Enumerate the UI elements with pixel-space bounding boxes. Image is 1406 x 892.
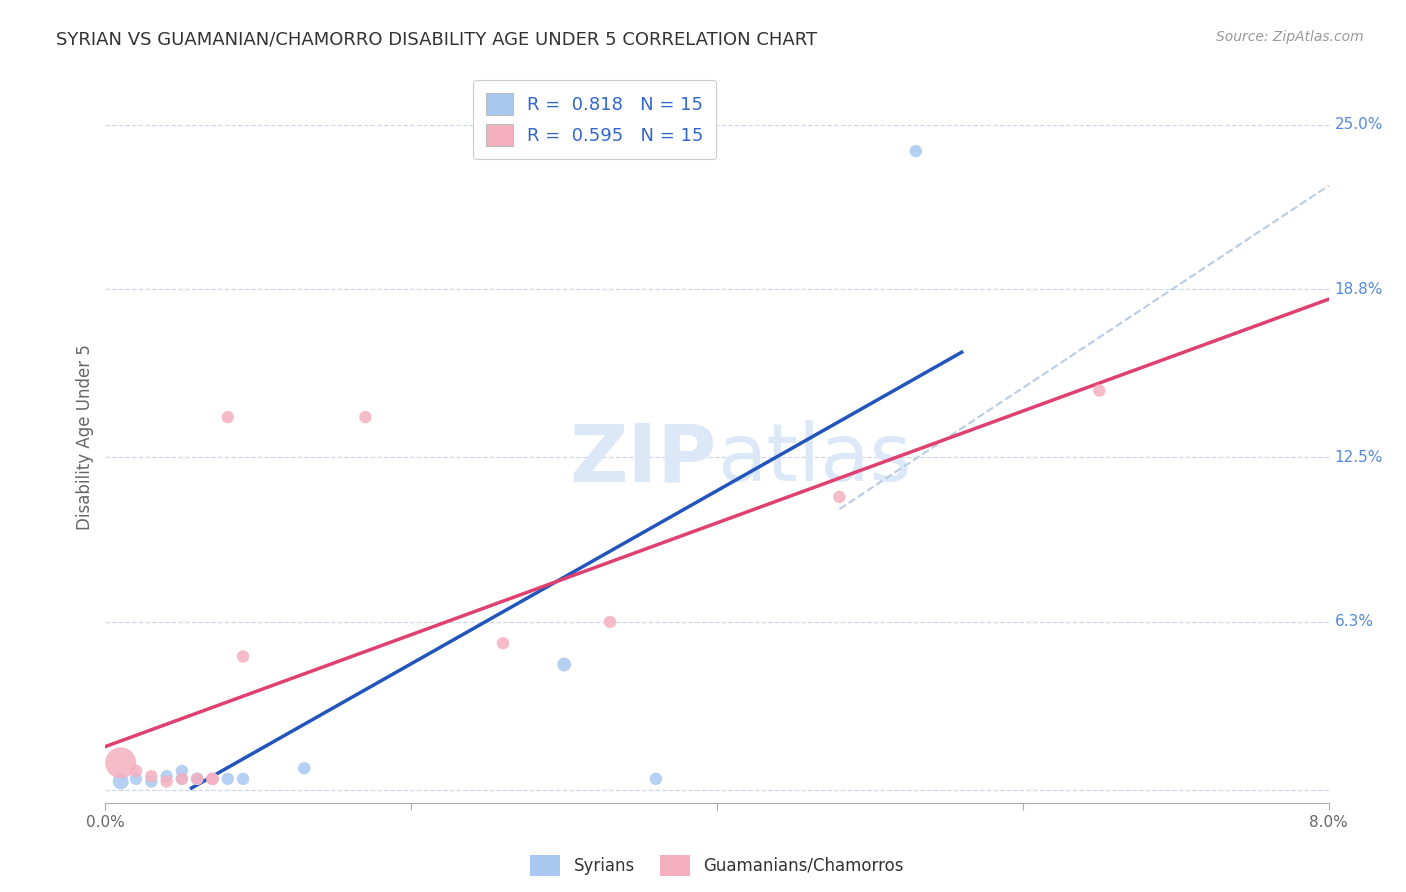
Point	[186, 772, 208, 786]
Point	[170, 772, 193, 786]
Y-axis label: Disability Age Under 5: Disability Age Under 5	[76, 344, 94, 530]
Point	[201, 772, 224, 786]
Point	[553, 657, 575, 672]
Point	[201, 772, 224, 786]
Point	[828, 490, 851, 504]
Text: 12.5%: 12.5%	[1334, 450, 1384, 465]
Text: ZIP: ZIP	[569, 420, 717, 498]
Point	[186, 772, 208, 786]
Text: Source: ZipAtlas.com: Source: ZipAtlas.com	[1216, 30, 1364, 45]
Point	[155, 769, 177, 783]
Text: atlas: atlas	[717, 420, 911, 498]
Point	[170, 772, 193, 786]
Point	[904, 144, 927, 158]
Text: 25.0%: 25.0%	[1334, 117, 1384, 132]
Point	[1088, 384, 1111, 398]
Text: 18.8%: 18.8%	[1334, 282, 1384, 297]
Point	[141, 769, 163, 783]
Point	[141, 774, 163, 789]
Point	[125, 772, 148, 786]
Point	[292, 761, 315, 775]
Text: 6.3%: 6.3%	[1334, 615, 1374, 630]
Point	[125, 764, 148, 778]
Point	[186, 772, 208, 786]
Point	[201, 772, 224, 786]
Point	[110, 774, 132, 789]
Text: SYRIAN VS GUAMANIAN/CHAMORRO DISABILITY AGE UNDER 5 CORRELATION CHART: SYRIAN VS GUAMANIAN/CHAMORRO DISABILITY …	[56, 30, 817, 48]
Legend: R =  0.818   N = 15, R =  0.595   N = 15: R = 0.818 N = 15, R = 0.595 N = 15	[474, 80, 716, 159]
Point	[217, 772, 239, 786]
Point	[155, 774, 177, 789]
Point	[170, 764, 193, 778]
Point	[599, 615, 621, 629]
Point	[644, 772, 666, 786]
Point	[110, 756, 132, 770]
Point	[232, 649, 254, 664]
Point	[492, 636, 515, 650]
Point	[217, 410, 239, 425]
Point	[354, 410, 377, 425]
Point	[232, 772, 254, 786]
